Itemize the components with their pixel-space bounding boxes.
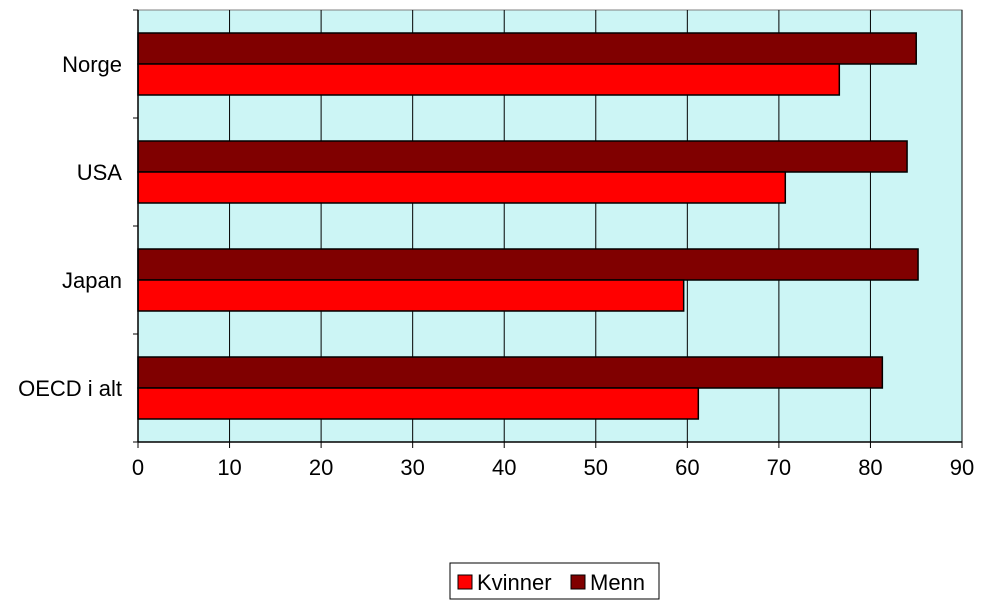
bar-menn — [137, 32, 917, 65]
category-labels: Norge USA Japan OECD i alt — [18, 52, 122, 401]
bars — [137, 32, 919, 420]
x-tick-label: 50 — [584, 455, 608, 480]
bar-kvinner — [137, 387, 700, 420]
legend-label: Kvinner — [477, 570, 552, 595]
category-label: Japan — [62, 268, 122, 293]
x-tick-label: 60 — [675, 455, 699, 480]
x-tick-label: 30 — [400, 455, 424, 480]
legend-label: Menn — [590, 570, 645, 595]
category-label: Norge — [62, 52, 122, 77]
legend-box — [449, 562, 660, 600]
legend-swatch — [570, 574, 586, 590]
x-tick-label: 10 — [217, 455, 241, 480]
bar-kvinner — [137, 63, 841, 96]
x-tick-labels: 0 10 20 30 40 50 60 70 80 90 — [132, 455, 974, 480]
axes — [133, 9, 963, 448]
x-tick-label: 0 — [132, 455, 144, 480]
x-tick-label: 70 — [767, 455, 791, 480]
x-tick-label: 90 — [950, 455, 974, 480]
legend-swatch — [457, 574, 473, 590]
bar-kvinner — [137, 171, 787, 204]
x-tick-label: 20 — [309, 455, 333, 480]
category-label: OECD i alt — [18, 376, 122, 401]
bar-menn — [137, 140, 908, 173]
bar-menn — [137, 248, 919, 281]
category-label: USA — [77, 160, 123, 185]
legend: Kvinner Menn — [449, 562, 660, 600]
x-tick-label: 80 — [858, 455, 882, 480]
bar-menn — [137, 356, 884, 389]
bar-kvinner — [137, 279, 685, 312]
x-tick-label: 40 — [492, 455, 516, 480]
